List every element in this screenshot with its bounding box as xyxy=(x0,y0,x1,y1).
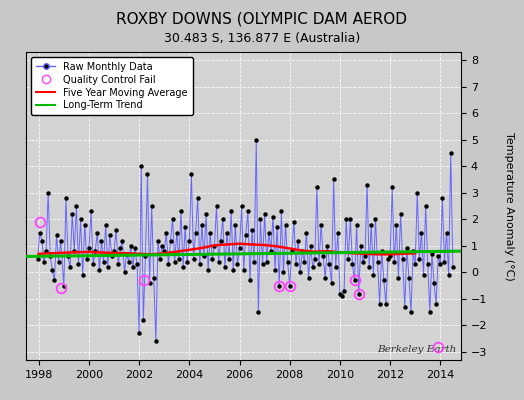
Text: ROXBY DOWNS (OLYMPIC DAM AEROD: ROXBY DOWNS (OLYMPIC DAM AEROD xyxy=(116,12,408,27)
Text: 30.483 S, 136.877 E (Australia): 30.483 S, 136.877 E (Australia) xyxy=(164,32,360,45)
Y-axis label: Temperature Anomaly (°C): Temperature Anomaly (°C) xyxy=(504,132,514,280)
Text: Berkeley Earth: Berkeley Earth xyxy=(377,345,457,354)
Legend: Raw Monthly Data, Quality Control Fail, Five Year Moving Average, Long-Term Tren: Raw Monthly Data, Quality Control Fail, … xyxy=(31,57,192,115)
